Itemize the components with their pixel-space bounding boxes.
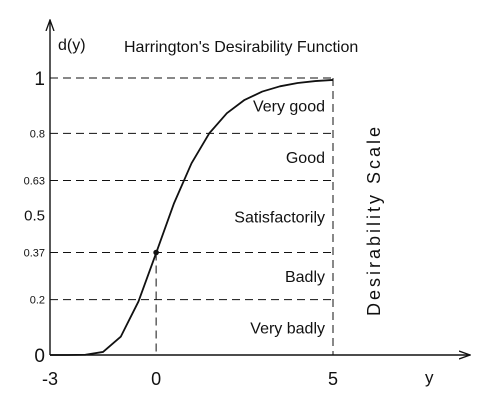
marker-point — [153, 249, 159, 256]
zone-label: Satisfactorily — [234, 210, 325, 227]
zone-label: Very badly — [250, 320, 325, 337]
x-axis-label: y — [425, 368, 434, 387]
y-tick-label: 0.5 — [24, 208, 45, 225]
y-tick-label: 1 — [34, 69, 45, 90]
y-axis-label: d(y) — [58, 37, 86, 54]
y-tick-label: 0 — [34, 346, 45, 367]
chart-title: Harrington's Desirability Function — [124, 39, 358, 56]
y-tick-label: 0.63 — [24, 175, 45, 187]
y-tick-label: 0.8 — [30, 128, 45, 140]
y-tick-label: 0.2 — [30, 295, 45, 307]
x-tick-label: 0 — [151, 369, 161, 389]
x-tick-label: 5 — [328, 369, 338, 389]
desirability-scale-label: Desirability Scale — [364, 124, 384, 316]
zone-label: Good — [286, 150, 325, 167]
y-tick-label: 0.37 — [24, 248, 45, 260]
zone-label: Very good — [253, 99, 325, 116]
desirability-curve — [50, 79, 334, 356]
x-tick-label: -3 — [42, 369, 58, 389]
zone-label: Badly — [285, 269, 325, 286]
